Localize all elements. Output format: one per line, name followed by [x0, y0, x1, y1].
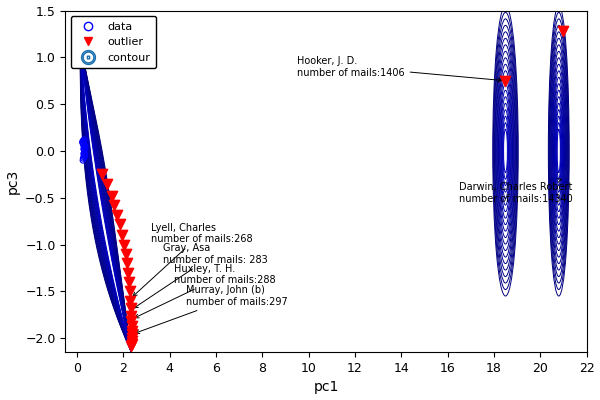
- Point: [125, 288, 134, 294]
- Point: [124, 270, 133, 276]
- Point: [79, 140, 88, 147]
- Point: [121, 251, 131, 257]
- Point: [500, 78, 510, 84]
- Text: Gray, Asa
number of mails: 283: Gray, Asa number of mails: 283: [134, 243, 268, 308]
- Legend: data, outlier, contour: data, outlier, contour: [71, 16, 156, 68]
- Point: [126, 305, 136, 311]
- Point: [127, 318, 136, 324]
- Point: [79, 146, 88, 152]
- Point: [127, 331, 137, 338]
- Text: Murray, John (b)
number of mails:297: Murray, John (b) number of mails:297: [136, 285, 287, 334]
- Point: [125, 298, 135, 304]
- Text: Darwin, Charles Robert
number of mails:14340: Darwin, Charles Robert number of mails:1…: [459, 179, 573, 204]
- Y-axis label: pc3: pc3: [5, 169, 20, 194]
- Point: [113, 211, 122, 218]
- Text: Lyell, Charles
number of mails:268: Lyell, Charles number of mails:268: [133, 222, 253, 296]
- Point: [79, 153, 89, 160]
- Point: [79, 138, 88, 144]
- Point: [80, 142, 89, 148]
- Point: [78, 157, 88, 164]
- Point: [119, 241, 129, 248]
- Point: [79, 136, 89, 143]
- Point: [98, 171, 107, 178]
- Point: [102, 180, 112, 187]
- Point: [80, 152, 90, 159]
- Point: [80, 152, 89, 158]
- Point: [78, 138, 88, 145]
- Point: [127, 312, 136, 319]
- Point: [559, 28, 568, 34]
- Point: [127, 340, 136, 347]
- Point: [127, 342, 136, 349]
- Point: [122, 260, 132, 266]
- Point: [107, 193, 116, 199]
- Point: [127, 328, 137, 334]
- Point: [79, 150, 88, 157]
- Point: [80, 145, 89, 151]
- Point: [115, 221, 125, 227]
- X-axis label: pc1: pc1: [313, 380, 338, 394]
- Point: [109, 202, 119, 208]
- Point: [80, 147, 89, 153]
- Point: [80, 150, 89, 156]
- Point: [80, 144, 90, 150]
- Text: Huxley, T. H.
number of mails:288: Huxley, T. H. number of mails:288: [135, 264, 276, 318]
- Point: [124, 279, 134, 285]
- Point: [77, 139, 87, 146]
- Point: [79, 154, 89, 161]
- Point: [117, 232, 127, 238]
- Point: [127, 335, 137, 341]
- Text: Hooker, J. D.
number of mails:1406: Hooker, J. D. number of mails:1406: [297, 56, 502, 82]
- Point: [127, 338, 137, 344]
- Point: [79, 155, 88, 162]
- Point: [79, 143, 89, 150]
- Point: [127, 323, 136, 329]
- Point: [79, 141, 88, 148]
